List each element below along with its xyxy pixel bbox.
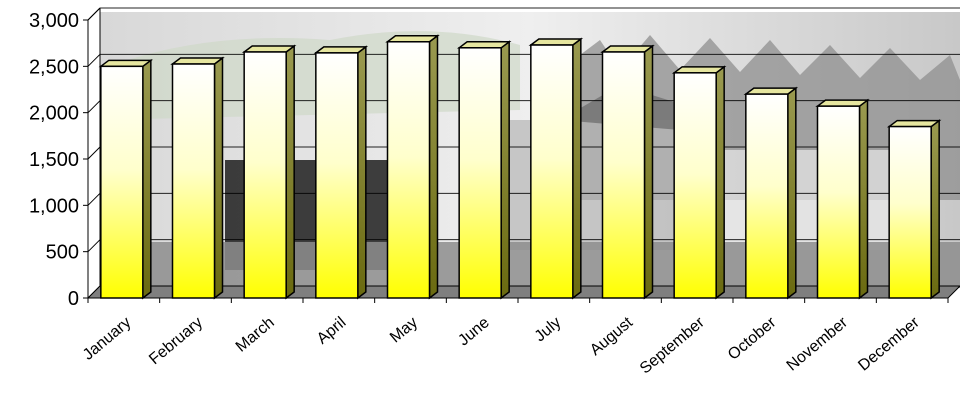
bar-side [428,34,439,300]
y-tick-label: 3,000 [29,10,79,32]
bar [528,37,584,300]
y-tick-label: 2,500 [29,56,79,78]
bar-front [100,65,144,299]
bar-side [142,58,152,300]
bar [815,98,870,300]
x-axis-labels: January February March April May June July Augu… [80,298,949,378]
bar [671,65,727,300]
bar-top [313,46,369,54]
bar-front [601,51,646,299]
x-tick-label: February [146,314,206,368]
bar-side [858,98,869,300]
bar-front [673,72,717,299]
background-photo [100,12,960,288]
bar-front [816,105,861,299]
bar-side [572,37,582,300]
x-tick-label: July [532,314,565,345]
bar [886,119,942,300]
bar [456,40,512,300]
bar-top [671,66,727,74]
bar-front [171,63,216,299]
x-tick-label: May [387,314,421,346]
x-tick-label: January [80,314,135,364]
bar-front [458,47,502,299]
x-tick-label: September [637,314,708,378]
y-axis-top-edge [87,7,101,21]
gridline-diagonal [87,192,101,206]
bar-top [98,59,154,68]
bar-front [315,52,359,299]
y-tick-label: 500 [46,242,79,264]
x-tick-label: December [855,314,923,375]
bar-top [815,99,870,107]
x-tick-label: November [784,314,852,375]
bar [600,44,655,300]
gridline-diagonal [87,239,101,253]
bar-side [285,44,295,300]
gridline-diagonal [87,53,101,67]
bar-front [386,41,431,299]
bar-front [888,125,932,299]
bar-top [528,38,584,46]
x-tick-label: June [455,314,493,349]
y-tick-label: 2,000 [29,103,79,125]
bar-top [886,119,942,128]
bar-front [243,51,287,299]
gridline-diagonal [87,146,101,160]
bar-front [530,44,574,299]
bar-side [357,45,367,300]
bar [313,45,369,300]
x-tick-label: March [233,314,278,356]
x-tick-label: April [314,314,349,348]
x-tick-label: October [725,314,780,364]
bar-top [385,35,440,43]
y-tick-label: 0 [68,288,79,310]
bar-side [500,40,510,300]
bar-side [715,65,725,300]
bar [98,58,154,300]
bar [743,86,799,300]
y-tick-label: 1,000 [29,195,79,217]
bar [241,44,297,300]
bar-side [213,56,224,300]
bar-front [745,93,789,299]
y-axis: 0 500 1,000 1,500 2,000 2,500 3,000 [29,7,101,310]
bar-top [170,57,225,65]
bar [170,56,225,300]
bar-top [241,45,297,53]
bar-side [787,86,797,300]
x-tick-label: August [587,314,637,359]
bar-top [456,41,512,49]
bar [385,34,440,300]
y-tick-label: 1,500 [29,149,79,171]
bars [98,34,942,300]
bar-side [930,119,940,300]
bar-top [600,45,655,53]
gridline-diagonal [87,100,101,114]
bar-side [643,44,654,300]
bar-top [743,87,799,95]
